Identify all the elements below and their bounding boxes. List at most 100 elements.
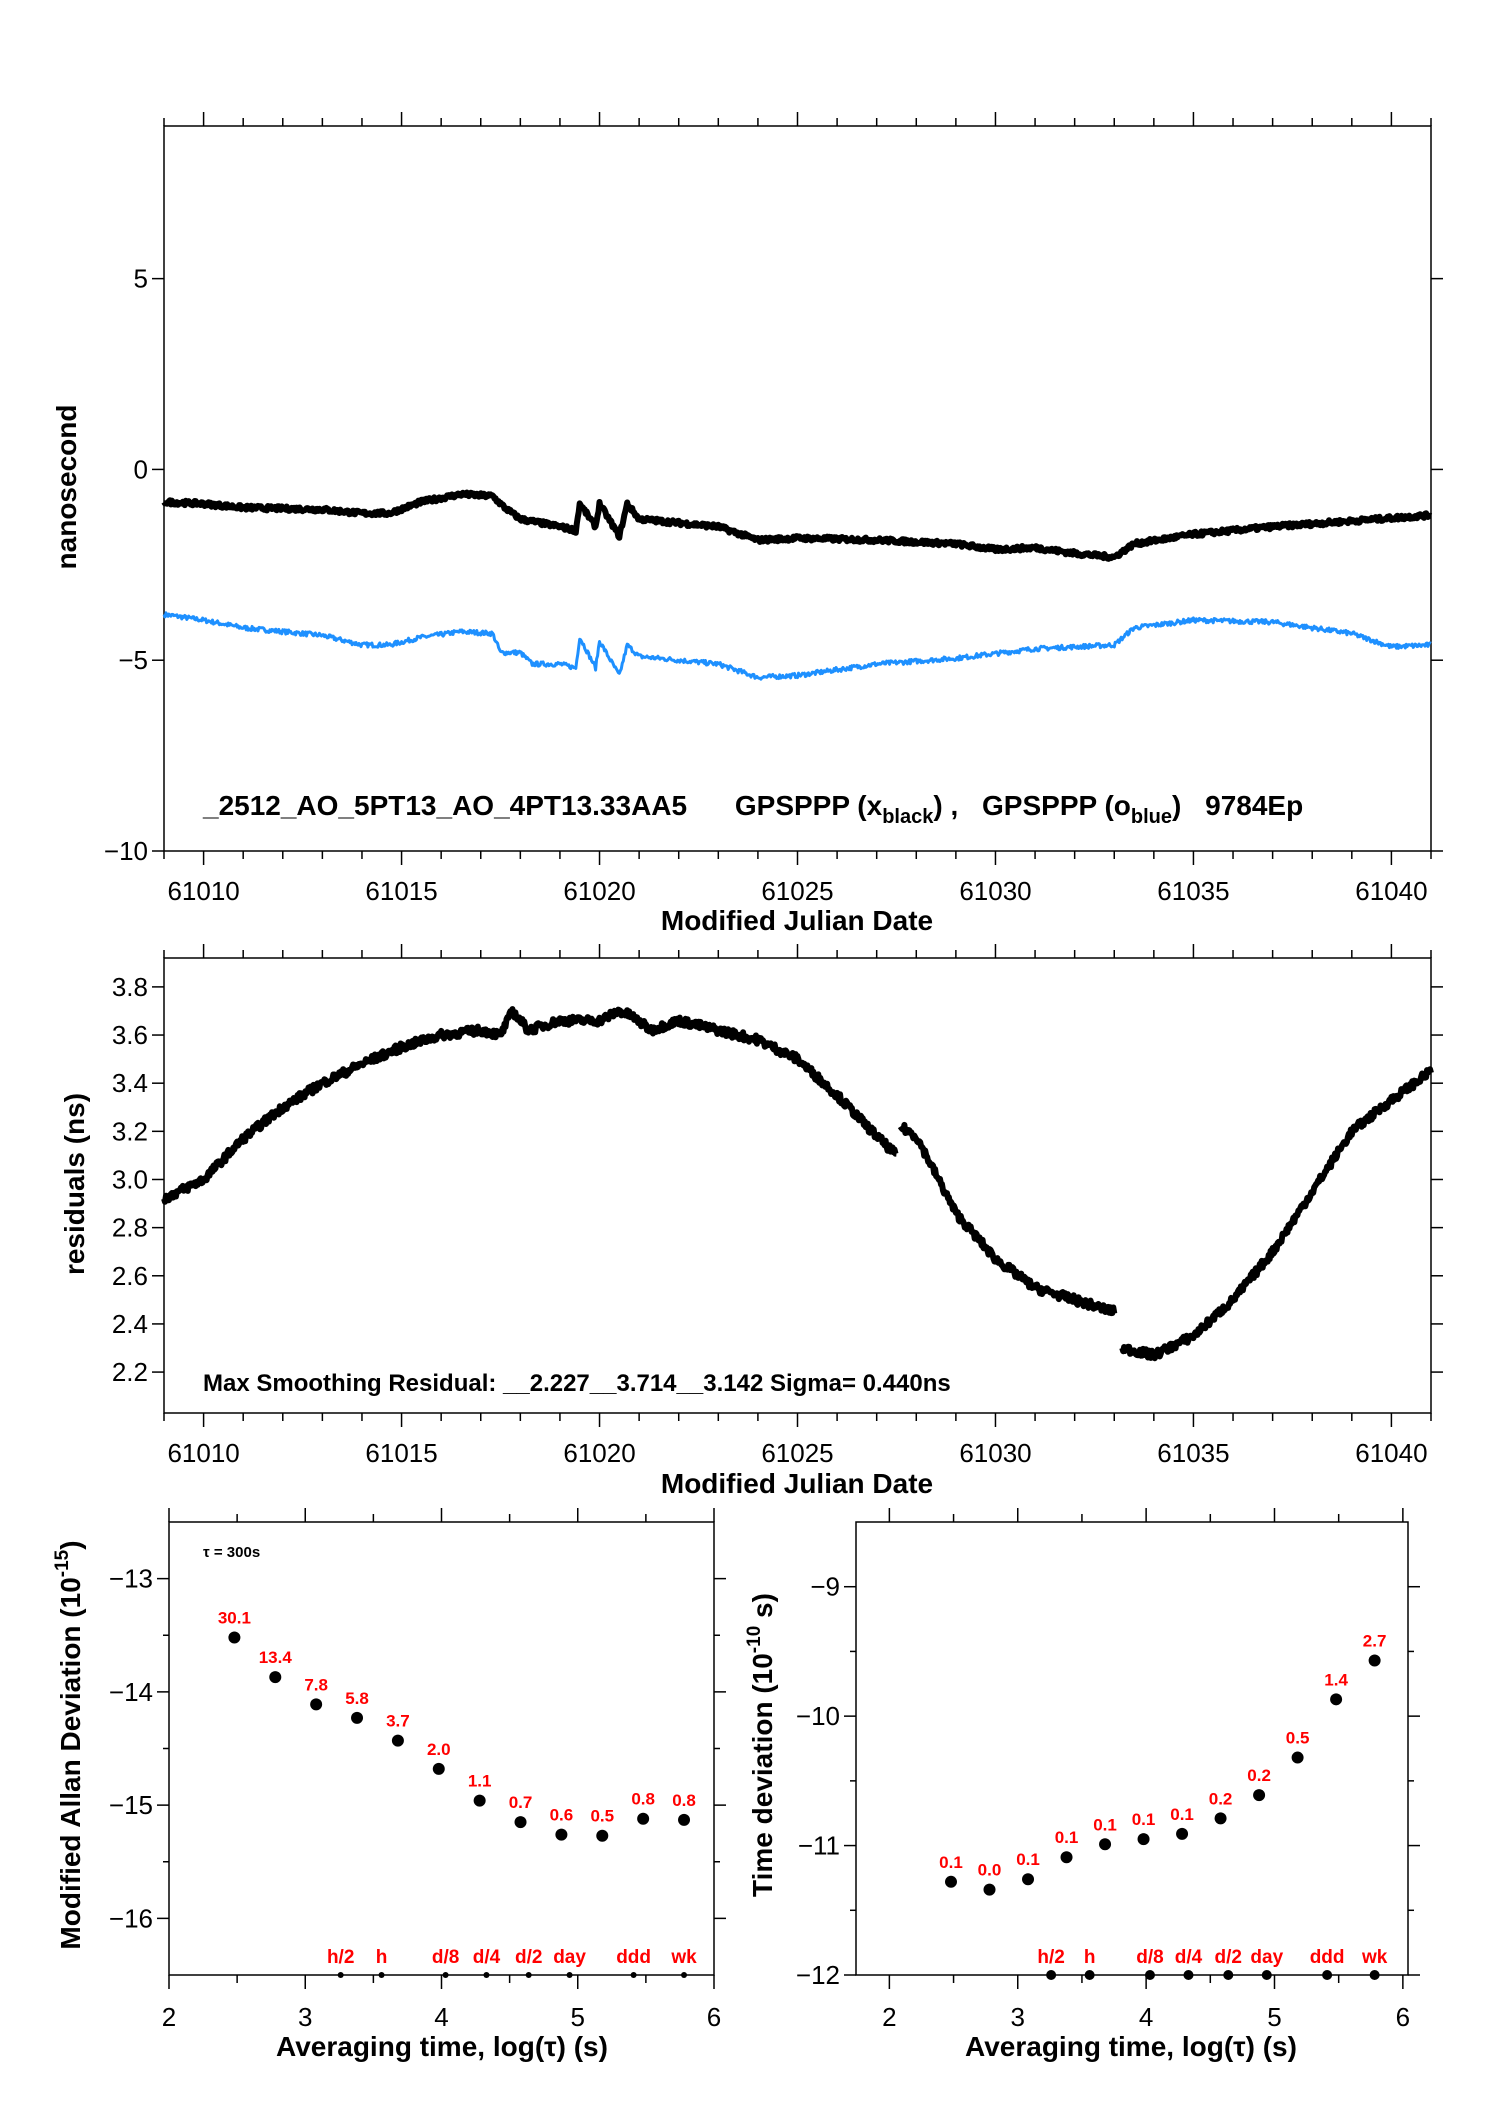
data-point [596,1829,609,1842]
marker-label: d/4 [473,1947,501,1968]
legend-series-blue: GPSPPP (o [982,790,1131,821]
y-tick-label: 3.0 [112,1164,148,1194]
marker-point [525,1972,532,1978]
y-axis-label: Time deviation (10-10 s) [744,1593,778,1897]
x-axis-label: Modified Julian Date [661,905,933,936]
y-tick-label: 2.8 [112,1213,148,1243]
data-label: 1.1 [468,1772,492,1791]
data-point [432,1762,445,1775]
x-tick-label: 61010 [167,1438,239,1468]
data-label: 30.1 [218,1609,251,1628]
residual-annotation: Max Smoothing Residual: __2.227__3.714__… [203,1370,951,1397]
x-tick-label: 61040 [1355,876,1427,906]
data-label: 0.7 [509,1793,533,1812]
data-point [1330,1693,1343,1706]
data-label: 0.1 [1170,1805,1194,1824]
series-line [161,489,1433,562]
x-tick-label: 61010 [167,876,239,906]
data-point [1291,1751,1304,1764]
marker-label: d/4 [1175,1947,1203,1968]
y-axis-label: Modified Allan Deviation (10-15) [52,1540,86,1949]
data-label: 0.5 [590,1807,614,1826]
mdev-panel: Modified Allan Deviation (10-15) Averagi… [52,1508,726,2062]
data-label: 7.8 [304,1675,328,1694]
y-tick-label: 2.2 [112,1357,148,1387]
data-label: 2.0 [427,1740,451,1759]
marker-point [483,1972,490,1978]
x-tick-label: 6 [707,2002,721,2032]
tag: 9784Ep [1205,790,1303,821]
marker-label: ddd [616,1947,651,1968]
x-axis-label: Modified Julian Date [661,1468,933,1499]
y-tick-label: −13 [109,1564,153,1594]
x-tick-label: 6 [1396,2002,1410,2032]
plot-frame [163,957,1432,1414]
marker-point [1046,1970,1057,1980]
marker-point [1144,1970,1155,1980]
y-label-exp: -10 [744,1626,765,1653]
marker-point [1369,1970,1380,1980]
x-tick-label: 2 [162,2002,176,2032]
data-point [1022,1873,1035,1886]
data-label: 0.0 [978,1861,1002,1880]
tau-note: τ = 300s [203,1544,260,1561]
data-point [351,1711,364,1724]
x-tick-label: 3 [298,2002,312,2032]
data-label: 3.7 [386,1712,410,1731]
series-line [162,611,1432,681]
marker-point [1223,1970,1234,1980]
series-line [1119,1066,1434,1362]
marker-label: d/2 [1215,1947,1242,1968]
y-tick-label: −12 [796,1960,840,1990]
data-label: 2.7 [1363,1631,1387,1650]
marker-point [378,1972,385,1978]
x-tick-label: 61015 [365,1438,437,1468]
data-label: 0.2 [1247,1766,1271,1785]
legend-close-black: ) , [933,790,958,821]
data-label: 13.4 [259,1648,293,1667]
y-tick-label: −11 [798,1831,840,1861]
marker-point [442,1972,449,1978]
data-point [678,1813,691,1826]
y-tick-label: 0 [134,454,148,484]
y-tick-label: −16 [109,1903,153,1933]
y-tick-label: 3.2 [112,1116,148,1146]
data-label: 0.6 [550,1806,574,1825]
marker-point [630,1972,637,1978]
y-tick-label: −15 [109,1790,153,1820]
y-label-main: Modified Allan Deviation (10 [55,1577,86,1949]
data-point [1214,1812,1227,1825]
x-tick-label: 5 [1267,2002,1281,2032]
series-annotation: _2512_AO_5PT13_AO_4PT13.33AA5 GPSPPP (xb… [202,790,1303,828]
marker-label: wk [670,1947,697,1968]
marker-label: wk [1361,1947,1388,1968]
y-tick-label: 3.4 [112,1068,148,1098]
x-tick-label: 3 [1011,2002,1025,2032]
x-tick-label: 4 [1139,2002,1153,2032]
y-tick-label: 5 [134,264,148,294]
x-tick-label: 61040 [1355,1438,1427,1468]
y-tick-label: 3.8 [112,972,148,1002]
y-label-exp: -15 [52,1549,73,1577]
marker-point [1261,1970,1272,1980]
marker-label: h/2 [327,1947,354,1968]
x-tick-label: 61035 [1157,1438,1229,1468]
data-label: 0.2 [1209,1789,1233,1808]
y-tick-label: −10 [104,836,148,866]
series-line [897,1121,1118,1317]
marker-label: d/8 [432,1947,459,1968]
marker-point [1084,1970,1095,1980]
marker-label: h/2 [1037,1947,1064,1968]
data-label: 0.1 [939,1853,963,1872]
data-label: 0.1 [1055,1828,1079,1847]
series-line [161,1006,899,1205]
data-point [514,1816,527,1829]
marker-point [1322,1970,1333,1980]
x-tick-label: 61020 [563,1438,635,1468]
marker-label: d/8 [1136,1947,1163,1968]
marker-point [337,1972,344,1978]
data-label: 0.1 [1132,1810,1156,1829]
y-axis-label: residuals (ns) [59,1093,90,1275]
y-label-end: s) [747,1593,778,1626]
